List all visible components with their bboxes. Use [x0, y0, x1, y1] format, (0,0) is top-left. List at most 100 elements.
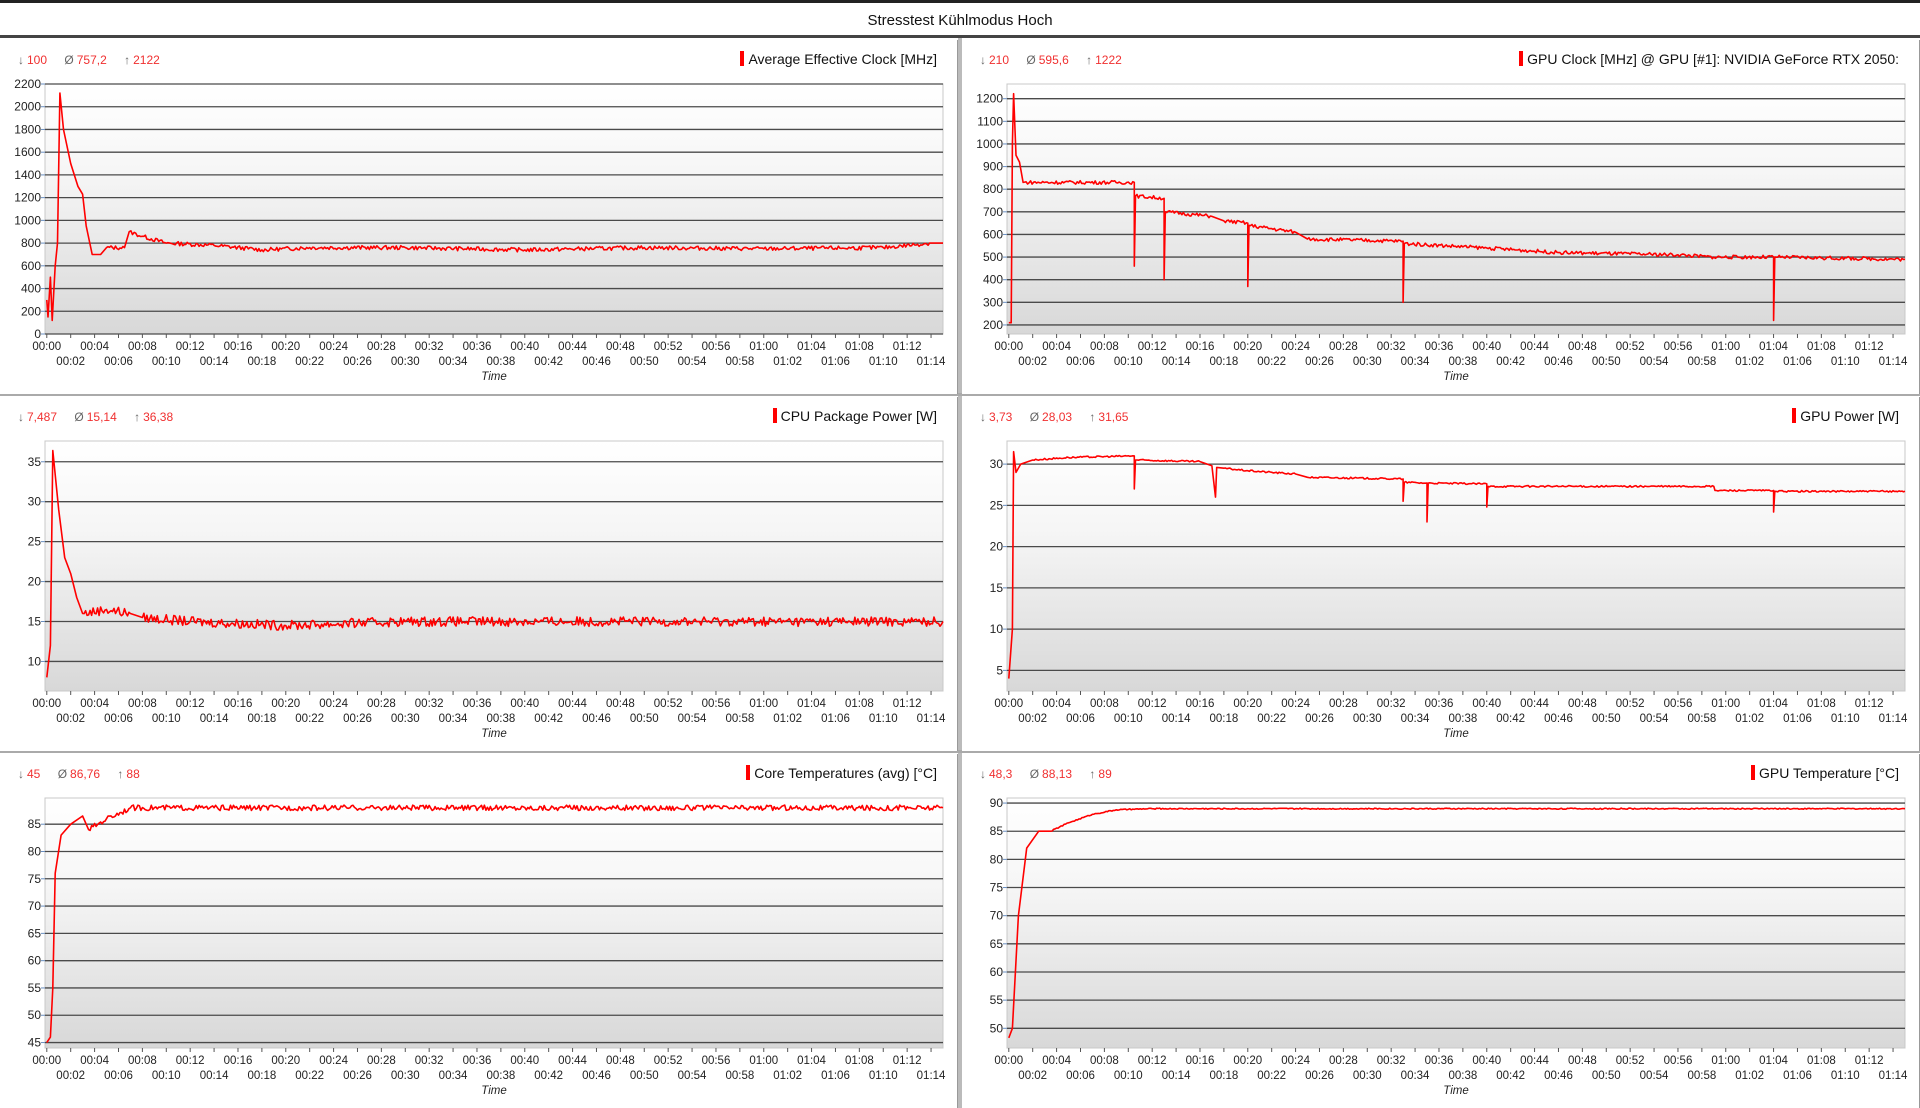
x-tick-label: 00:32 — [415, 341, 444, 353]
y-tick-label: 1000 — [976, 137, 1003, 151]
plot-area — [44, 797, 944, 1049]
x-tick-label: 00:14 — [1162, 356, 1191, 368]
x-tick-label: 00:20 — [271, 698, 300, 710]
x-tick-label: 00:26 — [343, 1070, 372, 1082]
series-line — [1008, 92, 1906, 324]
x-tick-label: 00:22 — [295, 356, 324, 368]
y-tick-label: 70 — [28, 899, 42, 913]
stat-min: 45 — [27, 767, 41, 781]
x-tick-label: 00:26 — [1305, 356, 1334, 368]
x-tick-label: 00:14 — [1162, 1070, 1191, 1082]
stat-max: 1222 — [1095, 53, 1122, 67]
arrow-down-icon: ↓ — [18, 53, 24, 67]
x-tick-label: 00:00 — [994, 1055, 1023, 1067]
x-tick-label: 00:30 — [1353, 1070, 1382, 1082]
row-divider — [0, 393, 1920, 396]
legend: CPU Package Power [W] — [772, 408, 937, 424]
x-tick-label: 00:16 — [1186, 698, 1215, 710]
legend: Average Effective Clock [MHz] — [740, 51, 937, 67]
x-tick-label: 00:06 — [1066, 1070, 1095, 1082]
x-tick-label: 00:54 — [1640, 713, 1669, 725]
x-tick-label: 00:26 — [343, 713, 372, 725]
y-tick-label: 55 — [990, 993, 1004, 1007]
legend-color-swatch — [1751, 765, 1756, 780]
series-line — [46, 449, 944, 678]
x-tick-label: 00:50 — [1592, 356, 1621, 368]
legend-color-swatch — [740, 51, 745, 66]
y-tick-label: 55 — [28, 981, 42, 995]
x-tick-label: 00:36 — [1425, 698, 1454, 710]
x-tick-label: 00:38 — [1448, 713, 1477, 725]
x-tick-label: 00:16 — [224, 341, 253, 353]
x-tick-label: 00:22 — [1257, 1070, 1286, 1082]
x-tick-label: 01:12 — [893, 341, 922, 353]
x-tick-label: 01:06 — [821, 356, 850, 368]
arrow-down-icon: ↓ — [18, 410, 24, 424]
x-tick-label: 01:00 — [749, 1055, 778, 1067]
x-tick-label: 00:04 — [1042, 341, 1071, 353]
y-tick-label: 800 — [983, 182, 1003, 196]
x-tick-label: 00:48 — [1568, 341, 1597, 353]
legend: Core Temperatures (avg) [°C] — [746, 765, 937, 781]
x-tick-label: 00:24 — [319, 698, 348, 710]
x-axis-label: Time — [1443, 1085, 1468, 1097]
x-tick-label: 00:46 — [1544, 713, 1573, 725]
x-tick-label: 00:58 — [725, 713, 754, 725]
arrow-up-icon: ↑ — [1089, 767, 1096, 781]
x-tick-label: 00:34 — [1401, 1070, 1430, 1082]
x-tick-label: 00:06 — [1066, 356, 1095, 368]
average-icon: Ø — [1026, 53, 1036, 67]
x-tick-label: 00:32 — [1377, 1055, 1406, 1067]
x-tick-label: 00:10 — [152, 713, 181, 725]
y-tick-label: 1000 — [14, 213, 41, 227]
x-tick-label: 01:14 — [917, 713, 946, 725]
x-tick-label: 00:20 — [271, 341, 300, 353]
x-tick-label: 01:12 — [1855, 698, 1884, 710]
y-tick-label: 60 — [28, 954, 42, 968]
y-tick-label: 1200 — [976, 92, 1003, 106]
y-tick-label: 60 — [990, 965, 1004, 979]
x-tick-label: 00:36 — [463, 698, 492, 710]
y-tick-label: 300 — [983, 295, 1003, 309]
chart-svg: 5 10 15 20 25 30 00:00 00:02 00:04 00:06 00:08 00:1… — [990, 440, 1908, 740]
x-tick-label: 01:14 — [1879, 1070, 1908, 1082]
x-tick-label: 01:04 — [1759, 1055, 1788, 1067]
x-tick-label: 00:56 — [702, 1055, 731, 1067]
chart-panel-core-temperatures: ↓ 45 Ø 86,76 ↑ 88 Core Temperatures (avg) [… — [0, 754, 958, 1108]
x-tick-label: 00:22 — [1257, 713, 1286, 725]
x-tick-label: 01:04 — [797, 698, 826, 710]
x-tick-label: 01:04 — [1759, 341, 1788, 353]
chart-panel-cpu-package-power: ↓ 7,487 Ø 15,14 ↑ 36,38 CPU Package Power [… — [0, 397, 958, 751]
chart-title: GPU Temperature [°C] — [1759, 765, 1899, 781]
x-tick-label: 00:44 — [558, 698, 587, 710]
x-tick-label: 00:30 — [391, 356, 420, 368]
y-tick-label: 1800 — [14, 122, 41, 136]
x-tick-label: 00:24 — [1281, 698, 1310, 710]
y-tick-label: 1200 — [14, 191, 41, 205]
x-tick-label: 01:10 — [869, 713, 898, 725]
y-tick-label: 75 — [28, 872, 42, 886]
y-tick-label: 30 — [990, 457, 1004, 471]
x-tick-label: 00:32 — [415, 698, 444, 710]
arrow-up-icon: ↑ — [117, 767, 124, 781]
stat-min: 7,487 — [27, 410, 58, 424]
y-tick-label: 5 — [996, 663, 1003, 677]
chart-panel-gpu-clock: ↓ 210 Ø 595,6 ↑ 1222 GPU Clock [MHz] @ GPU … — [962, 40, 1920, 394]
x-tick-label: 00:26 — [1305, 1070, 1334, 1082]
x-tick-label: 00:34 — [1401, 713, 1430, 725]
x-axis-label: Time — [1443, 371, 1468, 383]
stat-max: 36,38 — [143, 410, 174, 424]
x-tick-label: 00:44 — [558, 341, 587, 353]
x-tick-label: 00:00 — [32, 341, 61, 353]
x-tick-label: 00:08 — [128, 698, 157, 710]
x-tick-label: 01:14 — [917, 356, 946, 368]
x-tick-label: 01:10 — [1831, 1070, 1860, 1082]
x-tick-label: 00:56 — [702, 698, 731, 710]
x-tick-label: 00:48 — [606, 1055, 635, 1067]
x-tick-label: 00:52 — [654, 698, 683, 710]
x-tick-label: 00:50 — [1592, 1070, 1621, 1082]
x-tick-label: 00:36 — [463, 341, 492, 353]
x-tick-label: 00:38 — [486, 356, 515, 368]
plot-area — [44, 83, 944, 335]
chart-title: Core Temperatures (avg) [°C] — [754, 765, 937, 781]
